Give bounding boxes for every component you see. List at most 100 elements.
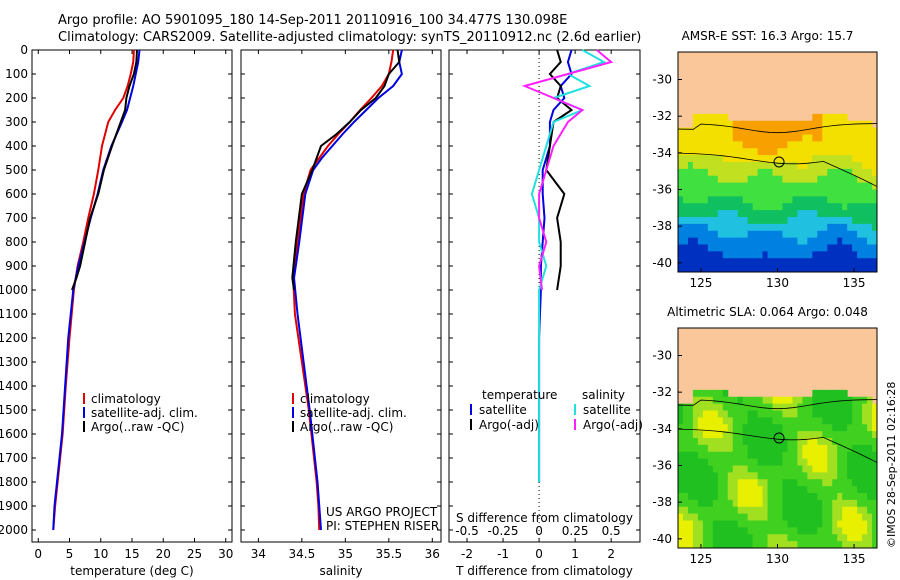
map-cell bbox=[872, 506, 878, 515]
map-cell bbox=[772, 424, 778, 432]
map-cell bbox=[757, 175, 764, 184]
map-cell bbox=[872, 162, 878, 170]
map-cell bbox=[852, 493, 858, 501]
map-cell bbox=[847, 210, 853, 218]
map-cell bbox=[712, 258, 719, 266]
map-cell bbox=[702, 182, 709, 190]
map-cell bbox=[837, 465, 843, 473]
map-cell bbox=[717, 155, 724, 163]
map-cell bbox=[862, 493, 868, 501]
map-cell bbox=[862, 410, 868, 418]
map-cell bbox=[692, 465, 699, 473]
map-cell bbox=[832, 403, 838, 411]
map-cell bbox=[712, 396, 719, 405]
map-cell bbox=[817, 527, 823, 535]
map-cell bbox=[722, 493, 729, 501]
map-cell bbox=[722, 217, 729, 225]
map-cell bbox=[732, 479, 739, 487]
y-tick-label: -38 bbox=[652, 495, 672, 509]
map-cell bbox=[722, 431, 729, 439]
map-cell bbox=[787, 182, 793, 190]
map-cell bbox=[827, 410, 833, 418]
map-cell bbox=[772, 196, 778, 204]
map-cell bbox=[787, 458, 793, 466]
map-cell bbox=[767, 499, 774, 508]
map-cell bbox=[792, 431, 798, 439]
map-cell bbox=[692, 493, 699, 501]
map-cell bbox=[722, 486, 729, 494]
map-cell bbox=[702, 244, 709, 252]
map-cell bbox=[767, 175, 774, 184]
map-cell bbox=[757, 527, 764, 535]
map-cell bbox=[797, 217, 803, 225]
map-cell bbox=[742, 148, 749, 156]
map-cell bbox=[872, 265, 878, 273]
map-cell bbox=[832, 541, 838, 549]
map-cell bbox=[687, 223, 694, 232]
map-cell bbox=[787, 162, 793, 170]
map-cell bbox=[777, 258, 783, 266]
y-tick-label: -36 bbox=[652, 459, 672, 473]
map-cell bbox=[697, 251, 704, 259]
map-cell bbox=[762, 217, 769, 225]
map-cell bbox=[807, 541, 813, 549]
map-cell bbox=[822, 210, 828, 218]
map-cell bbox=[792, 251, 798, 259]
map-cell bbox=[767, 444, 774, 453]
map-cell bbox=[682, 527, 689, 535]
map-cell bbox=[852, 168, 858, 177]
map-cell bbox=[707, 155, 714, 163]
map-cell bbox=[847, 527, 853, 535]
y-tick-label: 1200 bbox=[0, 331, 28, 345]
map-cell bbox=[822, 493, 828, 501]
s-tick-label: -0.5 bbox=[455, 524, 478, 538]
map-cell bbox=[717, 258, 724, 266]
map-cell bbox=[852, 223, 858, 232]
map-cell bbox=[742, 230, 749, 239]
map-cell bbox=[787, 134, 793, 142]
map-cell bbox=[857, 486, 863, 494]
map-cell bbox=[752, 417, 759, 425]
map-cell bbox=[822, 396, 828, 405]
map-cell bbox=[827, 251, 833, 259]
map-cell bbox=[847, 520, 853, 528]
map-cell bbox=[782, 203, 788, 211]
contour-line bbox=[677, 428, 878, 463]
map-cell bbox=[852, 541, 858, 549]
map-cell bbox=[822, 410, 828, 418]
map-cell bbox=[707, 506, 714, 515]
map-cell bbox=[787, 265, 793, 273]
map-cell bbox=[837, 410, 843, 418]
map-cell bbox=[807, 506, 813, 515]
map-cell bbox=[717, 458, 724, 466]
map-cell bbox=[822, 499, 828, 508]
map-cell bbox=[737, 431, 744, 439]
map-cell bbox=[852, 141, 858, 149]
map-cell bbox=[697, 196, 704, 204]
map-cell bbox=[737, 265, 744, 273]
map-cell bbox=[862, 438, 868, 446]
map-cell bbox=[772, 134, 778, 142]
map-cell bbox=[872, 251, 878, 259]
map-cell bbox=[762, 251, 769, 259]
map-cell bbox=[737, 424, 744, 432]
map-cell bbox=[827, 396, 833, 405]
map-cell bbox=[678, 175, 684, 184]
map-cell bbox=[802, 168, 808, 177]
map-cell bbox=[822, 541, 828, 549]
map-cell bbox=[807, 217, 813, 225]
map-cell bbox=[687, 162, 694, 170]
map-cell bbox=[692, 148, 699, 156]
map-cell bbox=[742, 541, 749, 549]
map-cell bbox=[712, 182, 719, 190]
map-cell bbox=[852, 479, 858, 487]
map-cell bbox=[852, 175, 858, 184]
map-cell bbox=[732, 493, 739, 501]
map-cell bbox=[678, 148, 684, 156]
map-cell bbox=[732, 230, 739, 239]
map-cell bbox=[702, 472, 709, 480]
map-cell bbox=[682, 431, 689, 439]
map-cell bbox=[797, 465, 803, 473]
map-cell bbox=[772, 148, 778, 156]
map-cell bbox=[697, 499, 704, 508]
